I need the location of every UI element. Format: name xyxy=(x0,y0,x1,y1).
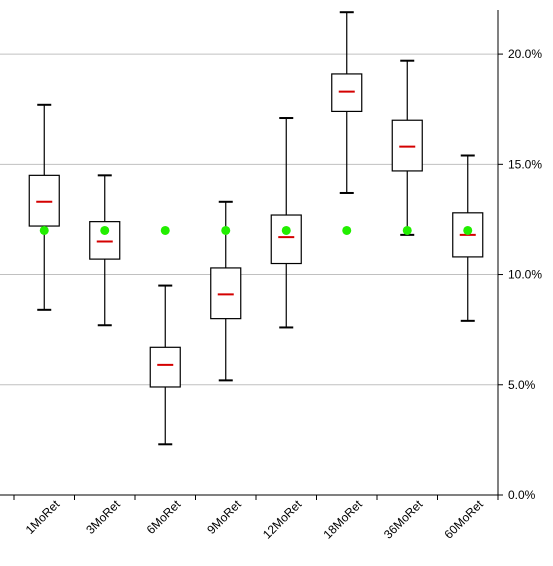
marker-point xyxy=(221,225,231,235)
tick-labels: 0.0% 5.0% 10.0% 15.0% 20.0% 1MoRet 3MoRet 6MoRe… xyxy=(23,47,543,541)
box-rect xyxy=(331,73,363,113)
x-tick-label: 12MoRet xyxy=(260,497,305,542)
marker-point xyxy=(342,225,352,235)
y-tick-label: 20.0% xyxy=(508,47,542,61)
box-1MoRet xyxy=(28,103,60,311)
y-tick-label: 10.0% xyxy=(508,268,542,282)
box-rect xyxy=(270,214,302,265)
marker-point xyxy=(463,225,473,235)
marker-point xyxy=(160,225,170,235)
box-9MoRet xyxy=(210,200,242,382)
grid-lines xyxy=(0,53,498,386)
box-36MoRet xyxy=(391,59,423,236)
box-6MoRet xyxy=(149,225,181,446)
box-18MoRet xyxy=(331,11,363,235)
x-tick-label: 18MoRet xyxy=(321,497,366,542)
marker-point xyxy=(402,225,412,235)
marker-point xyxy=(281,225,291,235)
x-tick-label: 9MoRet xyxy=(204,497,244,537)
marker-point xyxy=(100,225,110,235)
box-rect xyxy=(391,119,423,172)
box-rect xyxy=(28,174,60,227)
x-tick-label: 1MoRet xyxy=(23,497,63,537)
y-tick-label: 5.0% xyxy=(508,378,536,392)
marker-point xyxy=(39,225,49,235)
x-tick-label: 6MoRet xyxy=(144,497,184,537)
box-12MoRet xyxy=(270,117,302,329)
x-tick-label: 36MoRet xyxy=(381,497,426,542)
x-tick-label: 60MoRet xyxy=(442,497,487,542)
y-tick-label: 0.0% xyxy=(508,488,536,502)
box-rect xyxy=(210,267,242,320)
box-60MoRet xyxy=(452,154,484,322)
boxes xyxy=(28,11,484,446)
box-rect xyxy=(149,346,181,388)
axes xyxy=(0,10,503,500)
box-3MoRet xyxy=(89,174,121,327)
x-tick-label: 3MoRet xyxy=(83,497,123,537)
y-tick-label: 15.0% xyxy=(508,157,542,171)
